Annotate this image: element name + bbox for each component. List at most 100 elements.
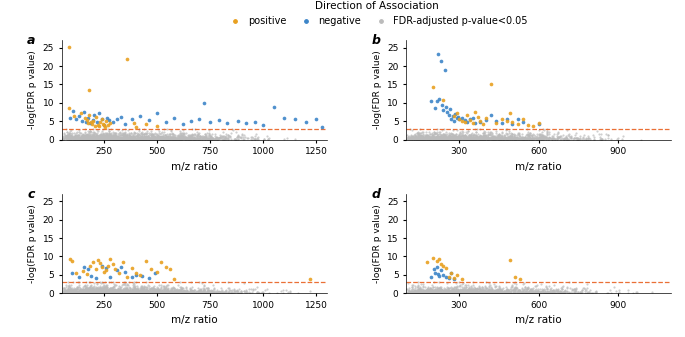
Point bbox=[229, 137, 240, 142]
Point bbox=[171, 136, 182, 141]
Point bbox=[106, 133, 117, 139]
Point bbox=[483, 283, 494, 288]
Point bbox=[453, 135, 464, 141]
Point bbox=[564, 290, 575, 296]
Point bbox=[97, 289, 108, 295]
Point bbox=[628, 290, 639, 295]
Point bbox=[507, 121, 518, 127]
Point bbox=[106, 136, 117, 141]
Point bbox=[152, 290, 163, 296]
Point bbox=[461, 130, 472, 136]
Point bbox=[89, 136, 100, 142]
Point bbox=[75, 130, 86, 136]
Point bbox=[432, 287, 443, 292]
Point bbox=[444, 285, 455, 290]
Point bbox=[169, 135, 180, 141]
Point bbox=[553, 134, 564, 140]
Point bbox=[80, 133, 91, 139]
Point bbox=[537, 289, 548, 294]
Point bbox=[88, 136, 99, 142]
Point bbox=[64, 288, 75, 293]
Point bbox=[251, 135, 262, 141]
Point bbox=[132, 290, 143, 295]
Point bbox=[164, 289, 175, 295]
Point bbox=[528, 137, 539, 142]
Point bbox=[77, 136, 88, 142]
Point bbox=[122, 134, 133, 140]
Point bbox=[140, 132, 151, 137]
Point bbox=[99, 283, 110, 288]
Point bbox=[497, 290, 508, 296]
Point bbox=[475, 136, 486, 142]
Point bbox=[443, 286, 453, 292]
Point bbox=[58, 285, 69, 290]
Point bbox=[188, 132, 199, 137]
Point bbox=[438, 136, 449, 142]
Point bbox=[509, 132, 520, 137]
Point bbox=[446, 136, 457, 141]
Point bbox=[425, 290, 436, 296]
Point bbox=[92, 286, 103, 292]
Point bbox=[157, 290, 168, 296]
Point bbox=[176, 136, 187, 142]
Point bbox=[101, 136, 112, 142]
Point bbox=[134, 136, 145, 141]
Point bbox=[105, 121, 116, 126]
Point bbox=[148, 137, 159, 142]
Point bbox=[101, 282, 112, 288]
Point bbox=[139, 136, 150, 142]
Point bbox=[120, 130, 131, 135]
Point bbox=[103, 135, 114, 140]
Point bbox=[123, 287, 134, 293]
Point bbox=[466, 289, 477, 295]
Point bbox=[458, 289, 469, 295]
Point bbox=[151, 132, 162, 138]
Point bbox=[108, 133, 119, 138]
Point bbox=[494, 135, 505, 141]
Point bbox=[411, 289, 422, 295]
Point bbox=[86, 136, 97, 142]
Point bbox=[69, 135, 80, 140]
Point bbox=[168, 289, 179, 295]
Point bbox=[231, 290, 242, 295]
Point bbox=[511, 136, 522, 142]
Point bbox=[480, 288, 491, 294]
Point bbox=[83, 135, 94, 141]
Point bbox=[164, 288, 175, 293]
Point bbox=[556, 289, 566, 295]
Point bbox=[93, 136, 104, 141]
Point bbox=[143, 136, 154, 142]
Point bbox=[454, 136, 465, 141]
Point bbox=[109, 133, 120, 139]
Point bbox=[150, 135, 161, 141]
Point bbox=[584, 289, 595, 295]
Point bbox=[433, 286, 444, 291]
Point bbox=[203, 136, 214, 142]
Point bbox=[435, 289, 446, 295]
Point bbox=[114, 136, 125, 142]
Point bbox=[177, 134, 188, 140]
Point bbox=[140, 134, 151, 140]
Point bbox=[441, 133, 452, 139]
Point bbox=[463, 129, 474, 134]
Point bbox=[143, 131, 154, 136]
Point bbox=[499, 290, 510, 296]
Point bbox=[99, 286, 110, 292]
Point bbox=[442, 109, 453, 115]
Point bbox=[157, 135, 168, 140]
Point bbox=[139, 284, 150, 290]
Point bbox=[462, 136, 473, 142]
Point bbox=[79, 134, 90, 140]
Point bbox=[174, 287, 185, 292]
Point bbox=[141, 136, 152, 142]
Point bbox=[125, 134, 136, 140]
Point bbox=[438, 136, 449, 142]
Point bbox=[503, 137, 514, 142]
Point bbox=[99, 134, 110, 140]
Point bbox=[67, 134, 78, 140]
Point bbox=[424, 136, 435, 142]
Point bbox=[88, 288, 99, 294]
Point bbox=[62, 289, 73, 295]
Point bbox=[112, 137, 123, 142]
Point bbox=[131, 289, 142, 295]
